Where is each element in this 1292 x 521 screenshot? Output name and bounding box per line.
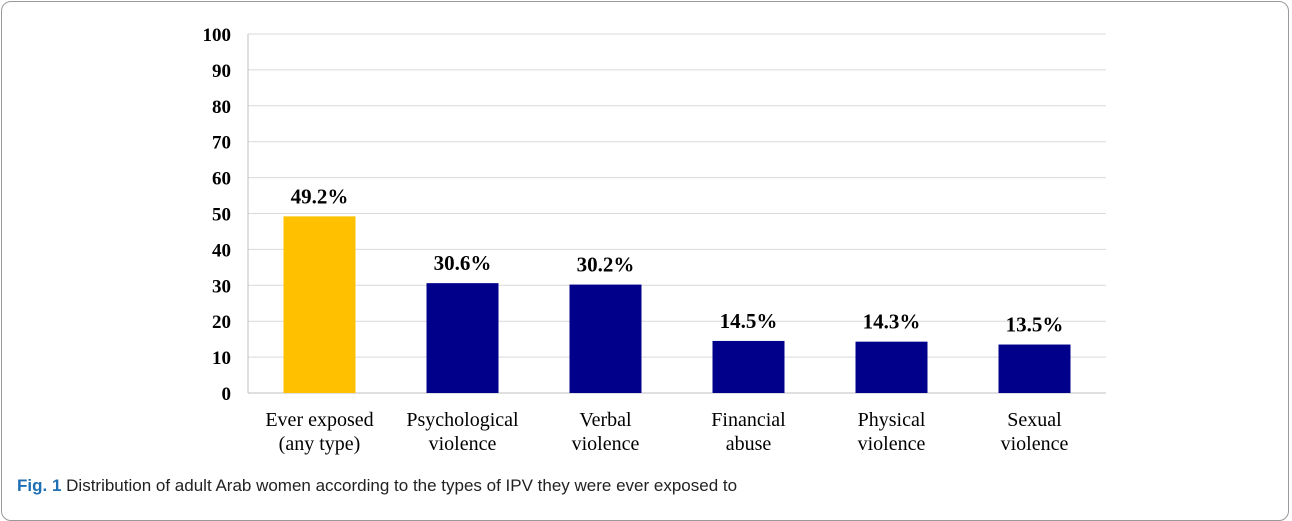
y-tick-label: 100	[203, 25, 232, 46]
bar	[998, 344, 1071, 393]
y-tick-label: 90	[212, 61, 231, 82]
category-label: Verbal violence	[572, 409, 640, 455]
category-label-line: violence	[429, 433, 497, 455]
y-tick-label: 60	[212, 169, 231, 190]
bar	[426, 283, 499, 393]
y-tick-label: 10	[212, 348, 231, 369]
category-label-line: violence	[858, 433, 926, 455]
category-label: Sexual violence	[1001, 409, 1069, 455]
y-tick-label: 50	[212, 205, 231, 226]
category-label: Ever exposed (any type)	[265, 409, 373, 455]
y-tick-label: 40	[212, 240, 231, 261]
y-tick-label: 0	[222, 384, 232, 405]
figure-caption-label: Fig. 1	[17, 476, 62, 495]
bar	[712, 340, 785, 393]
bar	[569, 284, 642, 393]
figure-caption: Fig. 1 Distribution of adult Arab women …	[17, 476, 737, 496]
category-label-line: Financial	[711, 409, 786, 431]
category-label-line: Ever exposed	[265, 409, 373, 431]
category-label-line: (any type)	[279, 433, 361, 455]
category-label-line: Verbal	[579, 409, 632, 431]
category-label-line: violence	[1001, 433, 1069, 455]
category-label: Physical violence	[858, 409, 926, 455]
category-label-line: Physical	[858, 409, 926, 431]
data-label: 30.6%	[434, 251, 492, 275]
y-tick-label: 30	[212, 276, 231, 297]
category-label-line: abuse	[726, 433, 772, 455]
category-label: Psychological violence	[406, 409, 519, 455]
bar	[283, 216, 356, 393]
y-tick-label: 80	[212, 97, 231, 118]
figure-caption-text: Distribution of adult Arab women accordi…	[66, 476, 738, 495]
y-tick-label: 70	[212, 133, 231, 154]
data-label: 13.5%	[1006, 313, 1064, 337]
category-label: Financial abuse	[711, 409, 786, 455]
category-label-line: Sexual	[1007, 409, 1062, 431]
data-label: 14.3%	[863, 310, 921, 334]
category-label-line: Psychological	[406, 409, 519, 431]
gridlines	[248, 33, 1106, 358]
bar-chart: 0 10 20 30 40 50 60 70 80 90 100 49.2% 30.6% 30.2% 14…	[203, 25, 1106, 455]
y-axis: 0 10 20 30 40 50 60 70 80 90 100	[203, 25, 1106, 405]
bars	[283, 216, 1071, 393]
y-tick-label: 20	[212, 312, 231, 333]
category-label-line: violence	[572, 433, 640, 455]
bar	[855, 341, 928, 393]
data-label: 30.2%	[577, 253, 635, 277]
data-labels: 49.2% 30.6% 30.2% 14.5% 14.3% 13.5%	[291, 184, 1064, 336]
data-label: 49.2%	[291, 184, 349, 208]
category-labels: Ever exposed (any type)Psychological viole…	[265, 409, 1068, 455]
data-label: 14.5%	[720, 309, 778, 333]
